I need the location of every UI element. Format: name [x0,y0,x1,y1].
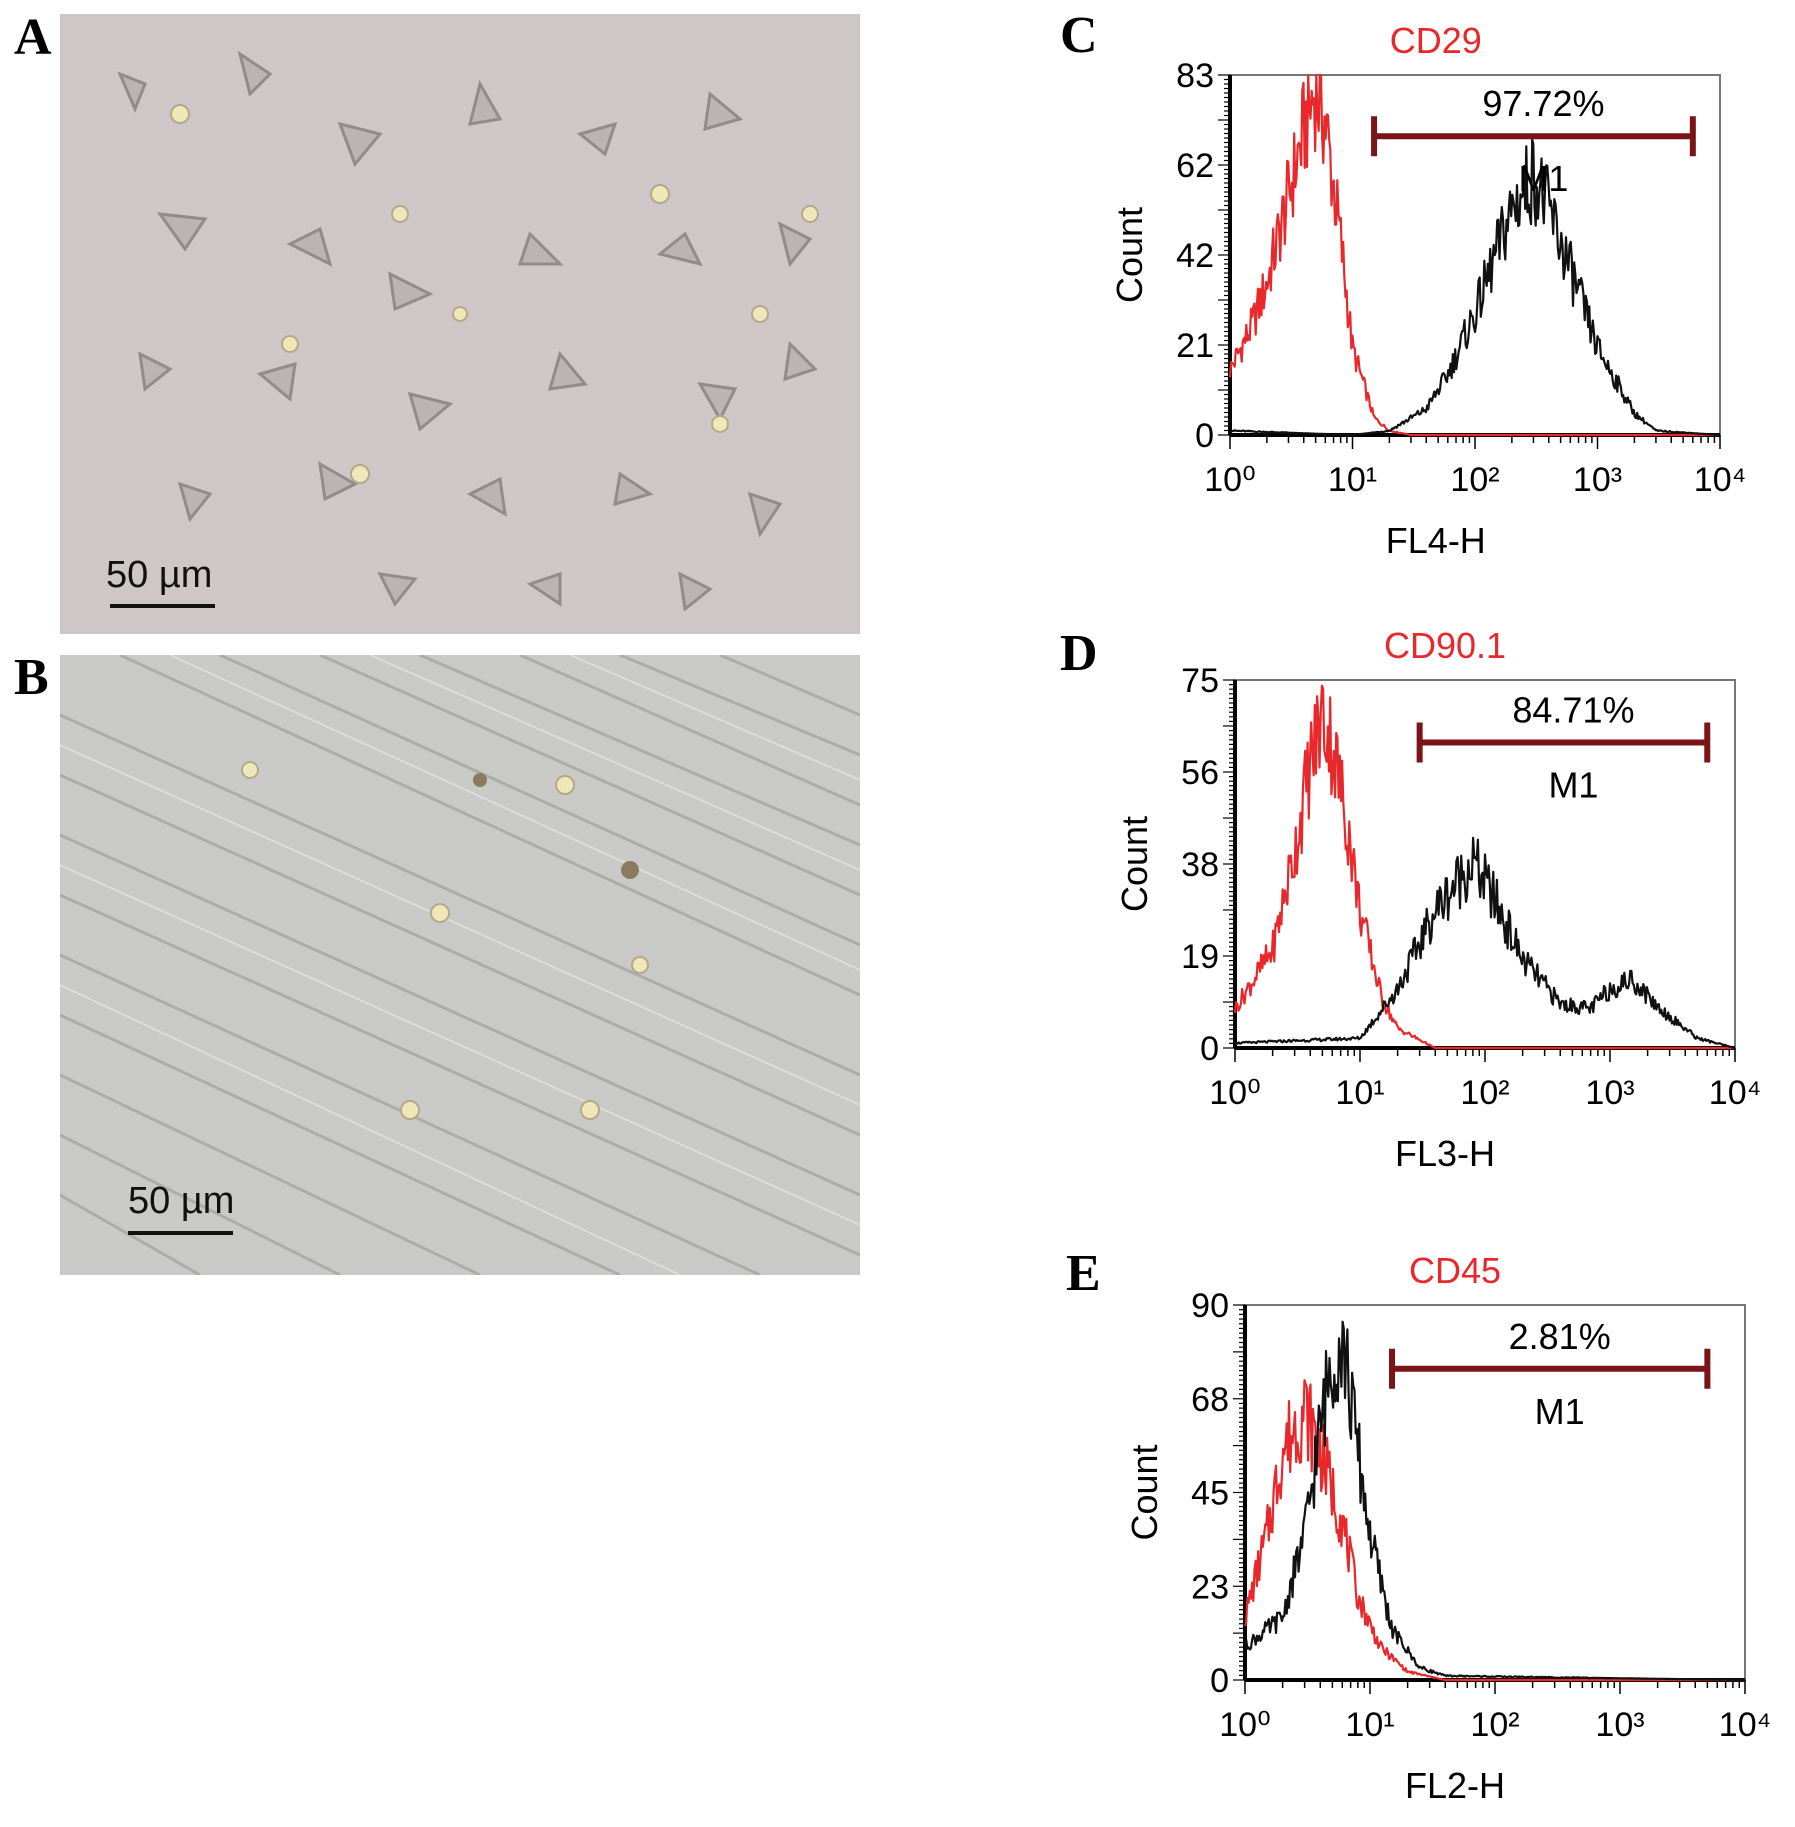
sample-histogram [1234,836,1736,1050]
y-tick-label: 42 [1176,237,1214,275]
x-tick-label: 10³ [1585,1074,1634,1112]
x-axis-label: FL2-H [1405,1765,1505,1806]
chart-title: CD29 [1390,20,1482,61]
micrograph-b-image [60,655,860,1275]
y-axis-label: Count [1109,207,1150,303]
x-tick-label: 10⁰ [1209,1074,1260,1112]
y-tick-label: 90 [1191,1287,1229,1325]
x-axis-label: FL3-H [1395,1133,1495,1174]
y-tick-label: 0 [1195,417,1214,455]
x-tick-label: 10³ [1573,461,1622,499]
y-tick-label: 19 [1181,938,1219,976]
x-tick-label: 10⁴ [1719,1706,1771,1744]
marker-percent-label: 84.71% [1512,690,1634,731]
chart-title: CD90.1 [1384,625,1506,666]
sample-histogram [1230,138,1721,437]
x-tick-label: 10¹ [1328,461,1377,499]
panel-label-d: D [1060,625,1098,682]
x-axis-label: FL4-H [1386,520,1486,561]
scale-bar-a [110,604,215,608]
y-tick-label: 21 [1176,327,1214,365]
y-tick-label: 0 [1210,1662,1229,1700]
scale-label-a: 50 µm [106,554,213,596]
x-tick-label: 10⁴ [1709,1074,1761,1112]
chart-title: CD45 [1409,1250,1501,1291]
panel-label-b: B [14,649,49,706]
x-tick-label: 10⁰ [1219,1706,1270,1744]
x-tick-label: 10³ [1595,1706,1644,1744]
histogram-cd90: CD90.1 0 19 38 56 75 10⁰ 10¹ 10² 10³ 10⁴ FL3-H Count… [1060,620,1795,1174]
micrograph-a-image [60,14,860,634]
x-tick-label: 10¹ [1335,1074,1384,1112]
y-tick-label: 23 [1191,1568,1229,1606]
micrograph-a [60,14,860,634]
y-tick-label: 62 [1176,147,1214,185]
x-tick-label: 10⁰ [1204,461,1255,499]
x-tick-label: 10² [1470,1706,1519,1744]
marker-name-label: M1 [1548,765,1598,806]
panel-label-c: C [1060,7,1098,64]
y-tick-label: 68 [1191,1381,1229,1419]
marker-name-label: M1 [1535,1391,1585,1432]
y-tick-label: 75 [1181,662,1219,700]
marker-name-label: M1 [1518,158,1568,199]
y-axis-label: Count [1124,1444,1165,1540]
isotype-histogram [1233,684,1735,1050]
y-tick-label: 0 [1200,1030,1219,1068]
y-axis-label: Count [1114,816,1155,912]
y-tick-label: 56 [1181,754,1219,792]
marker-percent-label: 2.81% [1509,1316,1611,1357]
x-tick-label: 10² [1450,461,1499,499]
y-tick-label: 45 [1191,1475,1229,1513]
y-tick-label: 83 [1176,57,1214,95]
scale-bar-b [128,1231,233,1235]
plot-frame [1244,1304,1746,1681]
histogram-cd45: CD45 0 23 45 68 90 10⁰ 10¹ 10² 10³ 10⁴ FL2-H Count 2.… [1060,1245,1795,1806]
sample-histogram [1243,1320,1745,1682]
x-tick-label: 10² [1460,1074,1509,1112]
histogram-cd29: CD29 0 21 42 62 83 10⁰ 10¹ 10² 10³ 10⁴ FL4-H Count 97… [1060,10,1795,561]
x-tick-label: 10⁴ [1694,461,1746,499]
x-tick-label: 10¹ [1345,1706,1394,1744]
panel-label-e: E [1066,1245,1101,1302]
micrograph-b [60,655,860,1275]
marker-percent-label: 97.72% [1482,83,1604,124]
scale-label-b: 50 µm [128,1180,235,1222]
panel-label-a: A [14,9,52,66]
isotype-histogram [1228,73,1720,437]
y-tick-label: 38 [1181,846,1219,884]
isotype-histogram [1243,1379,1745,1682]
